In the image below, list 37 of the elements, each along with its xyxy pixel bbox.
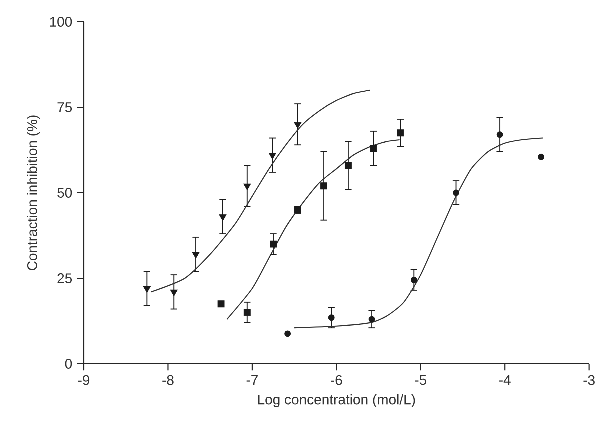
- point: [192, 252, 200, 259]
- point: [268, 153, 276, 160]
- x-tick-label: -9: [78, 375, 90, 386]
- x-tick-label: -6: [331, 375, 342, 386]
- point: [219, 214, 227, 222]
- y-tick-label: 50: [58, 188, 72, 198]
- y-axis-title: Contraction inhibition (%): [27, 116, 40, 270]
- line-series: [226, 139, 400, 320]
- y-tick-label: 25: [58, 274, 72, 284]
- point: [453, 190, 460, 196]
- point: [328, 314, 335, 322]
- x-tick-label: -8: [162, 375, 174, 386]
- point: [170, 290, 178, 296]
- point: [218, 300, 225, 308]
- point: [368, 316, 376, 323]
- y-tick-label: 75: [58, 102, 72, 112]
- point: [397, 130, 404, 137]
- x-axis-title: Log concentration (mol/L): [258, 394, 416, 408]
- point: [410, 276, 418, 284]
- y-tick-label: 100: [50, 17, 72, 27]
- y-tick-label: 0: [65, 359, 72, 369]
- point: [270, 240, 277, 248]
- point: [294, 122, 302, 129]
- point: [143, 286, 151, 294]
- point: [320, 182, 328, 190]
- point: [244, 184, 252, 190]
- line-series: [294, 138, 544, 329]
- point: [538, 154, 545, 160]
- point: [344, 162, 352, 170]
- x-tick-label: -5: [415, 375, 427, 386]
- point: [370, 145, 378, 152]
- point: [244, 309, 251, 316]
- x-tick-label: -4: [500, 375, 511, 385]
- x-tick-label: -7: [246, 375, 258, 385]
- point: [284, 330, 292, 338]
- x-tick-label: -3: [584, 375, 595, 386]
- point: [496, 132, 504, 138]
